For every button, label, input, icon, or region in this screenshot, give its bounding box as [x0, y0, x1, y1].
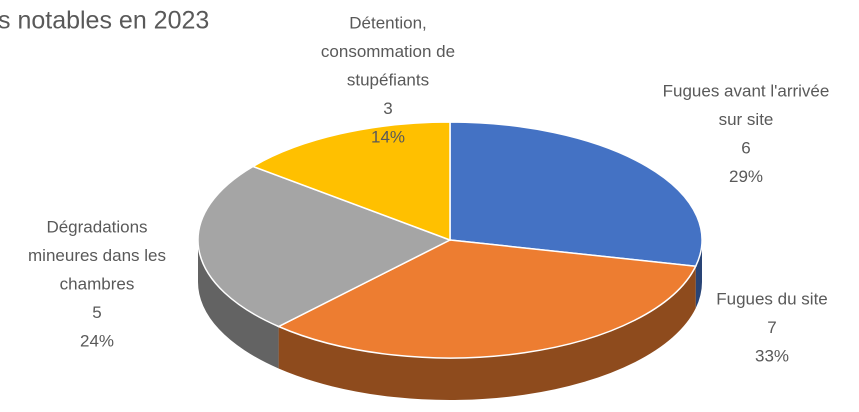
slice — [197, 165, 452, 328]
data-label-name: Dégradations — [46, 217, 147, 236]
slice-side — [278, 266, 696, 400]
data-label-value: 7 — [767, 318, 776, 337]
data-label-percent: 14% — [371, 127, 405, 146]
data-label-percent: 29% — [729, 167, 763, 186]
data-label-name: Détention, — [349, 13, 427, 32]
data-label-name: consommation de — [321, 42, 455, 61]
data-label-percent: 24% — [80, 331, 114, 350]
data-label-value: 6 — [741, 138, 750, 157]
slice — [276, 239, 697, 359]
data-label-name: stupéfiants — [347, 70, 429, 89]
data-label-name: chambres — [60, 274, 135, 293]
slice-side — [695, 240, 702, 309]
data-label-name: sur site — [719, 110, 774, 129]
data-label-name: Fugues avant l'arrivée — [663, 81, 830, 100]
chart-title: s notables en 2023 — [0, 7, 209, 35]
data-label-name: Fugues du site — [716, 289, 828, 308]
slice — [449, 121, 703, 268]
data-label-name: mineures dans les — [28, 246, 166, 265]
data-label-value: 5 — [92, 303, 101, 322]
slice — [251, 121, 451, 242]
data-label-percent: 33% — [755, 346, 789, 365]
data-label-value: 3 — [383, 99, 392, 118]
